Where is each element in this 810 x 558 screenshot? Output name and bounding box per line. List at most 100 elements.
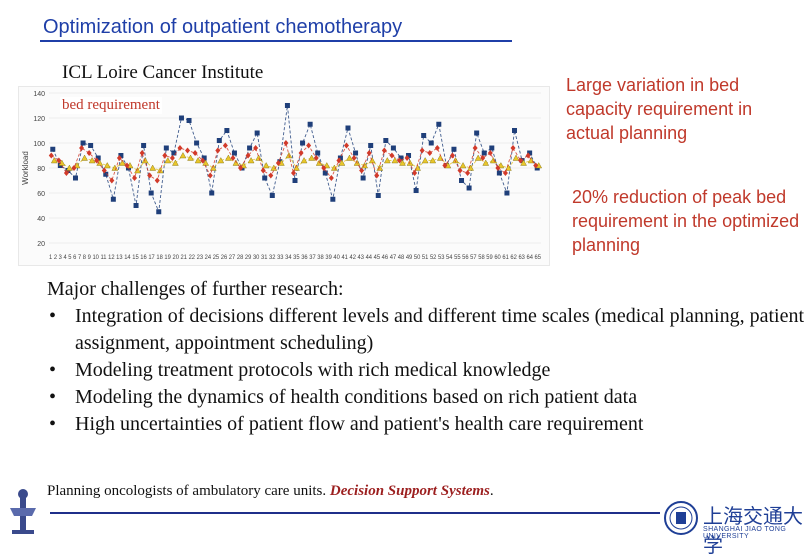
data-point-alternative bbox=[465, 170, 471, 176]
data-point-optimized bbox=[194, 157, 202, 164]
data-point-alternative bbox=[336, 157, 342, 164]
data-point-actual bbox=[512, 128, 518, 133]
data-point-optimized bbox=[315, 159, 323, 166]
data-point-alternative bbox=[147, 172, 153, 179]
data-point-actual bbox=[307, 121, 313, 127]
data-point-optimized bbox=[323, 162, 331, 169]
data-point-alternative bbox=[268, 172, 274, 179]
data-point-actual bbox=[496, 170, 502, 176]
data-point-actual bbox=[247, 145, 253, 151]
chart-caption: bed requirement bbox=[60, 97, 162, 114]
y-tick-label: 60 bbox=[37, 191, 45, 198]
data-point-actual bbox=[398, 155, 404, 161]
data-point-alternative bbox=[86, 150, 92, 156]
bullet: • bbox=[49, 359, 57, 381]
data-point-optimized bbox=[88, 157, 96, 164]
challenge-text: Modeling treatment protocols with rich m… bbox=[75, 359, 551, 381]
data-point-optimized bbox=[421, 157, 429, 164]
data-point-alternative bbox=[79, 145, 85, 151]
data-point-actual bbox=[171, 150, 177, 156]
data-point-actual bbox=[527, 150, 533, 156]
data-point-actual bbox=[504, 190, 510, 196]
data-point-alternative bbox=[306, 142, 312, 149]
data-point-optimized bbox=[293, 164, 300, 171]
data-point-alternative bbox=[222, 142, 228, 149]
data-point-alternative bbox=[374, 172, 380, 179]
challenges-heading: Major challenges of further research: bbox=[47, 278, 344, 300]
y-tick-label: 40 bbox=[37, 216, 45, 223]
data-point-alternative bbox=[480, 155, 486, 161]
data-point-alternative bbox=[449, 152, 455, 159]
series-line-2 bbox=[51, 141, 537, 182]
data-point-optimized bbox=[300, 157, 308, 164]
data-point-actual bbox=[375, 193, 381, 198]
data-point-optimized bbox=[164, 157, 172, 164]
data-point-optimized bbox=[119, 159, 126, 166]
data-point-alternative bbox=[442, 162, 448, 169]
data-point-actual bbox=[88, 143, 94, 148]
data-point-optimized bbox=[217, 157, 225, 164]
challenges-list: • Integration of decisions different leve… bbox=[47, 303, 807, 438]
data-point-alternative bbox=[124, 162, 130, 169]
data-point-alternative bbox=[434, 145, 440, 151]
challenge-text: Integration of decisions different level… bbox=[75, 305, 805, 354]
challenge-text: High uncertainties of patient flow and p… bbox=[75, 413, 644, 435]
data-point-actual bbox=[474, 130, 480, 136]
data-point-actual bbox=[277, 159, 283, 165]
data-point-actual bbox=[345, 125, 351, 131]
data-point-actual bbox=[50, 146, 56, 152]
data-point-alternative bbox=[502, 170, 508, 176]
series-line-0 bbox=[52, 105, 538, 212]
data-point-alternative bbox=[359, 167, 365, 174]
data-point-optimized bbox=[338, 159, 346, 166]
left-logo-icon bbox=[10, 489, 36, 534]
footer-suffix: . bbox=[489, 483, 494, 499]
data-point-optimized bbox=[383, 157, 391, 164]
data-point-actual bbox=[413, 188, 419, 193]
y-axis-label: Workload bbox=[21, 151, 30, 185]
data-point-alternative bbox=[396, 157, 402, 164]
y-tick-label: 120 bbox=[33, 116, 45, 123]
data-point-alternative bbox=[154, 177, 160, 184]
data-point-actual bbox=[254, 130, 260, 136]
side-note-reduction: 20% reduction of peak bed requirement in… bbox=[572, 187, 800, 255]
data-point-alternative bbox=[427, 150, 433, 156]
data-point-actual bbox=[103, 171, 109, 177]
workload-chart-svg: 20 40 60 80 100 120 140 Workload 1 2 3 4 5 6 7 8… bbox=[21, 91, 543, 261]
data-point-optimized bbox=[179, 152, 187, 159]
data-point-actual bbox=[390, 145, 396, 151]
x-tick-labels: 1 2 3 4 5 6 7 8 9 10 11 12 13 14 15 16 1… bbox=[49, 254, 541, 261]
bullet: • bbox=[49, 305, 57, 327]
data-point-alternative bbox=[495, 165, 501, 171]
data-point-actual bbox=[459, 178, 465, 183]
data-point-actual bbox=[315, 150, 321, 156]
university-name-en: SHANGHAI JIAO TONG UNIVERSITY bbox=[703, 526, 787, 540]
data-point-actual bbox=[436, 121, 442, 127]
data-point-alternative bbox=[94, 157, 100, 164]
data-point-alternative bbox=[109, 177, 115, 184]
data-point-optimized bbox=[512, 154, 520, 161]
challenge-text: Modeling the dynamics of health conditio… bbox=[75, 386, 638, 408]
data-point-alternative bbox=[230, 155, 236, 161]
data-point-alternative bbox=[260, 167, 266, 174]
data-point-optimized bbox=[368, 157, 376, 164]
data-point-alternative bbox=[192, 150, 198, 156]
y-tick-label: 140 bbox=[33, 91, 45, 98]
data-point-alternative bbox=[132, 175, 138, 181]
data-point-actual bbox=[186, 118, 192, 123]
journal-name: Decision Support Systems bbox=[329, 483, 490, 499]
data-point-alternative bbox=[457, 167, 463, 174]
data-point-optimized bbox=[209, 164, 217, 171]
data-point-optimized bbox=[225, 154, 232, 161]
data-point-actual bbox=[80, 140, 86, 146]
data-point-optimized bbox=[262, 162, 270, 169]
data-point-actual bbox=[194, 140, 200, 146]
data-point-optimized bbox=[452, 157, 459, 164]
institute-label: ICL Loire Cancer Institute bbox=[62, 62, 264, 83]
data-point-alternative bbox=[200, 157, 206, 164]
data-point-actual bbox=[353, 150, 359, 156]
data-point-optimized bbox=[474, 154, 482, 161]
data-point-alternative bbox=[313, 155, 319, 161]
data-point-optimized bbox=[103, 162, 111, 169]
university-seal-icon bbox=[664, 501, 698, 535]
